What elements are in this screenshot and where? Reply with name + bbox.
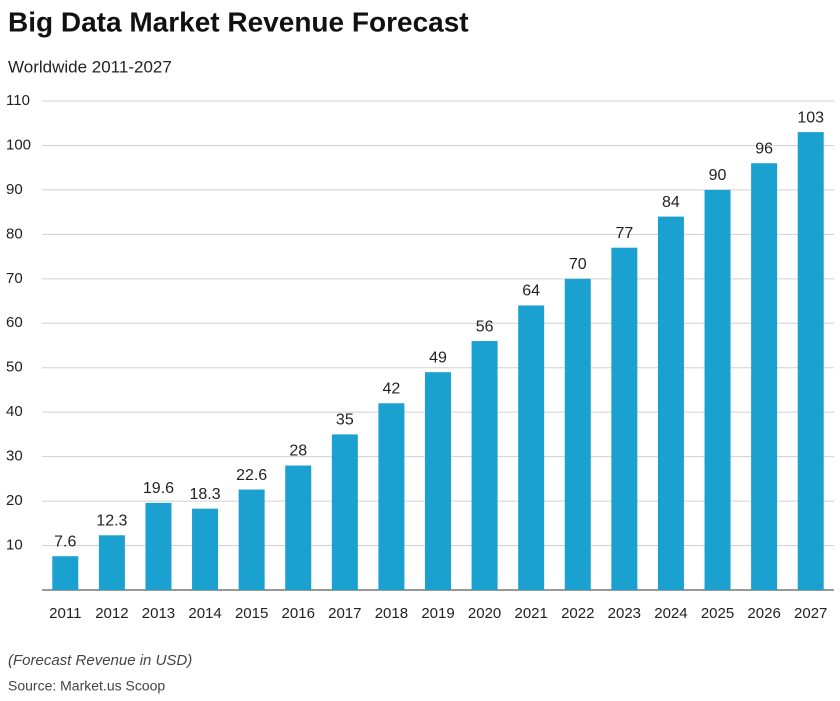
x-tick-label: 2012 — [95, 605, 128, 622]
source: Source: Market.us Scoop — [8, 678, 165, 694]
bar — [797, 132, 824, 591]
bar — [378, 403, 405, 590]
data-label: 12.3 — [96, 513, 127, 530]
x-tick-label: 2011 — [49, 605, 81, 622]
y-tick-label: 70 — [6, 270, 23, 287]
x-tick-label: 2015 — [235, 605, 268, 622]
x-tick-label: 2019 — [421, 605, 454, 622]
x-tick-label: 2025 — [701, 605, 734, 622]
bar — [471, 341, 498, 590]
bar — [518, 305, 545, 590]
data-label: 7.6 — [54, 533, 76, 550]
data-label: 103 — [797, 109, 824, 126]
data-label: 28 — [289, 443, 307, 460]
x-tick-label: 2020 — [468, 605, 501, 622]
bar — [564, 278, 591, 590]
x-tick-label: 2016 — [282, 605, 315, 622]
x-tick-label: 2026 — [747, 605, 780, 622]
data-label: 19.6 — [143, 480, 174, 497]
data-label: 42 — [383, 381, 401, 398]
y-tick-label: 100 — [6, 136, 31, 153]
bar — [98, 535, 125, 590]
x-tick-label: 2022 — [561, 605, 594, 622]
y-tick-label: 40 — [6, 403, 23, 420]
x-tick-label: 2023 — [608, 605, 641, 622]
bar — [704, 189, 731, 590]
data-label: 96 — [755, 140, 773, 157]
chart-subtitle: Worldwide 2011-2027 — [8, 57, 172, 76]
data-label: 70 — [569, 256, 587, 273]
x-tick-label: 2013 — [142, 605, 175, 622]
x-tick-label: 2027 — [794, 605, 827, 622]
y-tick-label: 20 — [6, 492, 23, 509]
data-label: 84 — [662, 194, 680, 211]
x-tick-label: 2024 — [654, 605, 687, 622]
chart-title: Big Data Market Revenue Forecast — [8, 6, 469, 37]
data-label: 64 — [522, 283, 540, 300]
x-tick-label: 2021 — [514, 605, 547, 622]
data-label: 49 — [429, 349, 447, 366]
bar — [285, 465, 312, 590]
y-tick-label: 50 — [6, 359, 23, 376]
data-label: 18.3 — [189, 486, 220, 503]
bar — [331, 434, 358, 590]
y-tick-label: 60 — [6, 314, 23, 331]
x-tick-label: 2014 — [188, 605, 221, 622]
note: (Forecast Revenue in USD) — [8, 652, 192, 669]
y-tick-label: 80 — [6, 225, 23, 242]
x-tick-label: 2018 — [375, 605, 408, 622]
bar — [192, 508, 219, 590]
y-tick-label: 90 — [6, 181, 23, 198]
bar — [52, 556, 79, 590]
bar — [751, 163, 778, 590]
y-tick-label: 110 — [6, 92, 30, 109]
bar — [238, 489, 265, 590]
bar — [611, 247, 638, 590]
x-tick-label: 2017 — [328, 605, 361, 622]
y-tick-label: 30 — [6, 448, 23, 465]
bar — [145, 502, 172, 590]
data-label: 90 — [709, 167, 727, 184]
data-label: 22.6 — [236, 467, 267, 484]
bar — [425, 372, 451, 590]
data-label: 35 — [336, 412, 354, 429]
bar — [657, 216, 684, 590]
data-label: 77 — [615, 225, 633, 242]
data-label: 56 — [476, 318, 494, 335]
y-tick-label: 10 — [6, 537, 23, 554]
